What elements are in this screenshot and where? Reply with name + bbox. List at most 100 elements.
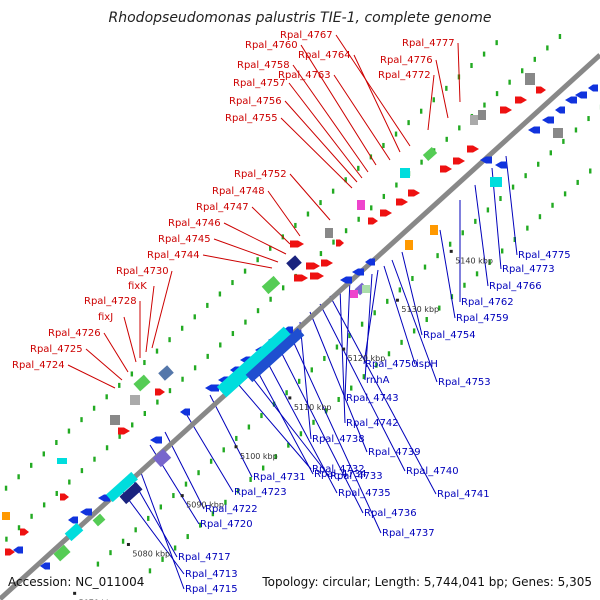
track-dot bbox=[576, 179, 579, 185]
leader-line bbox=[335, 34, 411, 147]
gene-box bbox=[325, 228, 333, 238]
track-dot bbox=[348, 333, 351, 339]
gene-box bbox=[133, 374, 151, 392]
gene-label: Rpal_4725 bbox=[30, 344, 83, 355]
gene-label: Rpal_4735 bbox=[338, 488, 391, 499]
track-dot bbox=[235, 435, 238, 441]
gene-box bbox=[400, 168, 410, 178]
gene-arrow bbox=[467, 145, 479, 153]
leader-line bbox=[474, 184, 489, 287]
gene-box bbox=[57, 458, 67, 464]
track-dot bbox=[423, 264, 427, 270]
track-dot bbox=[407, 120, 410, 126]
gene-label: Rpal_4745 bbox=[158, 234, 211, 245]
track-dot bbox=[432, 97, 435, 103]
track-dot bbox=[558, 34, 562, 40]
leader-line bbox=[391, 259, 438, 383]
gene-features bbox=[2, 73, 598, 570]
track-dot bbox=[30, 462, 33, 468]
track-dot bbox=[260, 413, 263, 419]
gene-arrow bbox=[588, 84, 598, 92]
track-dot bbox=[488, 259, 491, 265]
track-dot bbox=[331, 188, 335, 194]
track-dot bbox=[231, 331, 235, 337]
track-dot bbox=[247, 424, 251, 430]
leader-line bbox=[223, 222, 287, 255]
track-dot bbox=[360, 321, 364, 327]
gene-box bbox=[245, 327, 305, 383]
leader-line bbox=[103, 332, 129, 373]
tick-mark bbox=[288, 396, 292, 400]
track-dot bbox=[411, 275, 414, 281]
leader-line bbox=[363, 269, 379, 365]
track-dot bbox=[30, 513, 33, 519]
track-dot bbox=[134, 527, 137, 533]
track-dot bbox=[483, 102, 486, 108]
track-dot bbox=[181, 376, 184, 382]
position-ticks: 5070 kbp 5080 kbp 5090 kbp 5100 kbp 5110 kbp… bbox=[73, 249, 493, 600]
leader-line bbox=[353, 54, 401, 153]
gene-arrow bbox=[453, 157, 465, 165]
track-dot bbox=[197, 470, 200, 476]
track-dot bbox=[549, 150, 552, 156]
gene-arrow bbox=[310, 272, 324, 280]
leader-line bbox=[243, 366, 330, 477]
track-dot bbox=[538, 214, 542, 220]
gene-label: Rpal_4757 bbox=[233, 78, 286, 89]
gene-label: Rpal_4776 bbox=[380, 55, 433, 66]
track-dot bbox=[450, 294, 454, 300]
gene-box bbox=[261, 275, 281, 295]
track-dot bbox=[231, 280, 234, 286]
track-dot bbox=[93, 456, 96, 462]
gene-arrow bbox=[68, 516, 78, 524]
track-dot bbox=[147, 515, 150, 521]
leader-line bbox=[251, 360, 314, 475]
gene-label: Rpal_4777 bbox=[402, 38, 455, 49]
gene-arrow bbox=[336, 239, 344, 247]
gene-label: Rpal_4713 bbox=[185, 569, 238, 580]
gene-arrow bbox=[20, 528, 29, 536]
track-dot bbox=[438, 305, 441, 311]
track-dot bbox=[244, 319, 247, 325]
tick-label: 5140 kbp bbox=[455, 256, 493, 265]
leader-line bbox=[383, 265, 416, 365]
track-dot bbox=[143, 360, 146, 366]
track-dot bbox=[357, 165, 360, 171]
gene-box bbox=[422, 147, 438, 161]
track-dot bbox=[436, 253, 439, 259]
gene-label: Rpal_4756 bbox=[229, 96, 282, 107]
gene-arrow bbox=[408, 189, 420, 197]
track-dot bbox=[344, 228, 348, 234]
gene-arrow bbox=[150, 436, 162, 444]
tick-mark bbox=[180, 494, 184, 498]
track-dot bbox=[394, 131, 398, 137]
track-dot bbox=[298, 378, 301, 384]
gene-label: Rpal_4744 bbox=[147, 250, 200, 261]
gene-box bbox=[92, 513, 106, 527]
gene-label: Rpal_4738 bbox=[312, 434, 365, 445]
track-dot bbox=[461, 230, 464, 236]
gene-box bbox=[357, 200, 365, 210]
gene-arrow bbox=[5, 548, 15, 556]
track-dot bbox=[306, 211, 310, 217]
leader-line bbox=[457, 42, 461, 103]
track-dot bbox=[193, 365, 197, 371]
track-dot bbox=[168, 388, 172, 394]
track-dot bbox=[143, 410, 146, 416]
leader-line bbox=[261, 351, 338, 494]
leader-line bbox=[231, 376, 312, 470]
tick-label: 5120 kbp bbox=[348, 354, 386, 363]
track-dot bbox=[55, 490, 58, 496]
track-dot bbox=[249, 476, 252, 482]
gene-box bbox=[106, 471, 138, 503]
track-dot bbox=[589, 168, 592, 174]
track-dot bbox=[350, 385, 353, 391]
gene-label: Rpal_4743 bbox=[346, 393, 399, 404]
leader-line bbox=[123, 316, 137, 363]
track-dot bbox=[511, 184, 515, 190]
gene-arrow bbox=[340, 276, 352, 284]
leader-line bbox=[202, 254, 273, 269]
leader-line bbox=[364, 273, 373, 381]
track-dot bbox=[281, 285, 285, 291]
track-dot bbox=[206, 302, 209, 308]
